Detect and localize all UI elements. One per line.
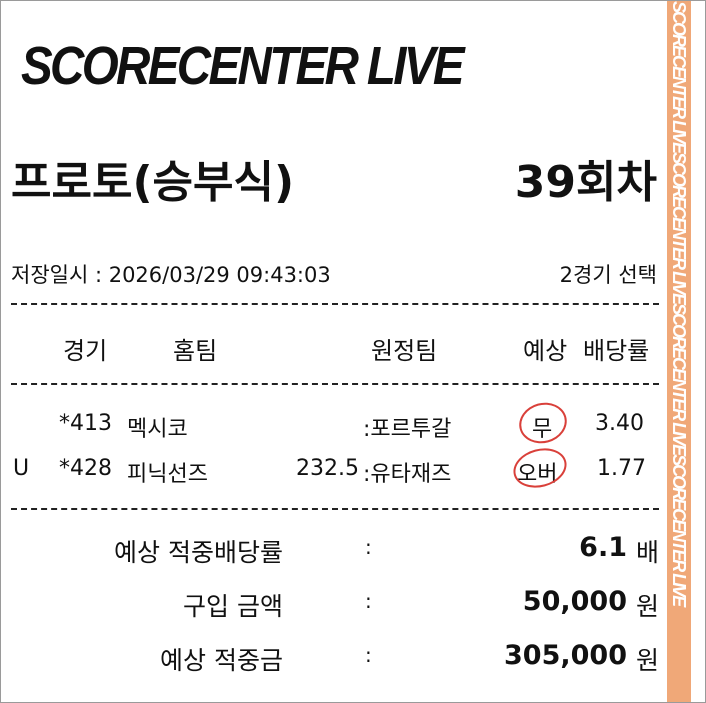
row-away: :유타재즈 (363, 462, 452, 487)
selected-count: 2경기 선택 (559, 263, 657, 287)
summary-value: 6.1 (579, 532, 627, 563)
row-flag: U (13, 456, 30, 481)
summary-value: 50,000 (522, 586, 627, 617)
row-game: *428 (59, 456, 112, 481)
divider (11, 508, 659, 510)
summary-unit: 원 (635, 646, 659, 675)
divider (11, 303, 659, 305)
summary-label: 구입 금액 (183, 592, 283, 621)
divider (11, 383, 659, 385)
summary-label: 예상 적중금 (160, 646, 283, 675)
row-home: 피닉선즈 (127, 462, 208, 487)
header-odds: 배당률 (583, 337, 650, 365)
saved-timestamp: 저장일시 : 2026/03/29 09:43:03 (11, 263, 331, 287)
summary-value: 305,000 (504, 640, 627, 671)
watermark-text: SCORECENTER LIVESCORECENTER LIVESCORECEN… (669, 1, 689, 606)
header-pick: 예상 (523, 337, 568, 365)
row-pick: 오버 (517, 462, 558, 487)
summary-colon: : (365, 643, 372, 667)
row-odds: 3.40 (595, 411, 644, 436)
watermark-strip: SCORECENTER LIVESCORECENTER LIVESCORECEN… (667, 1, 691, 702)
summary-unit: 배 (635, 538, 659, 567)
pick-circle (514, 397, 572, 449)
row-odds: 1.77 (597, 456, 646, 481)
summary-label: 예상 적중배당률 (114, 538, 283, 567)
page-title: 프로토(승부식) (11, 157, 295, 208)
round-number: 39회차 (514, 157, 657, 208)
summary-unit: 원 (635, 592, 659, 621)
summary-colon: : (365, 589, 372, 613)
row-home: 멕시코 (127, 417, 188, 442)
header-game: 경기 (63, 337, 108, 365)
row-pick: 무 (532, 417, 553, 442)
summary-colon: : (365, 535, 372, 559)
row-away: :포르투갈 (363, 417, 452, 442)
logo: SCORECENTER LIVE (21, 36, 465, 96)
header-home: 홈팀 (173, 337, 218, 365)
row-line: 232.5 (296, 456, 359, 481)
row-game: *413 (59, 411, 112, 436)
header-away: 원정팀 (371, 337, 438, 365)
